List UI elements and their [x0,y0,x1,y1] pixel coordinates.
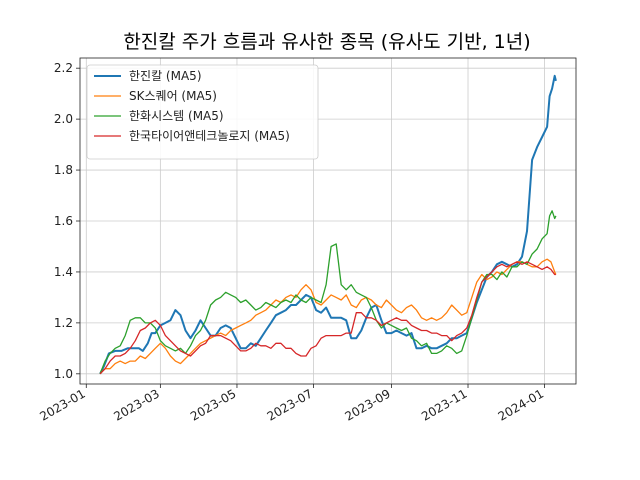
y-tick-label: 1.0 [54,367,73,381]
legend-label: 한진칼 (MA5) [129,69,202,83]
x-tick-label: 2023-09 [342,386,392,423]
y-tick-label: 2.2 [54,61,73,75]
y-tick-label: 1.8 [54,163,73,177]
legend-label: SK스퀘어 (MA5) [129,89,217,103]
x-tick-label: 2023-05 [188,386,238,423]
x-axis: 2023-01 2023-03 2023-05 2023-07 2023-09 2023-… [37,384,546,424]
legend-label: 한국타이어앤테크놀로지 (MA5) [129,129,290,143]
y-tick-label: 2.0 [54,112,73,126]
series-line-3 [99,210,557,375]
x-tick-label: 2024-01 [496,386,546,423]
legend-box [86,64,319,160]
y-axis: 1.0 1.2 1.4 1.6 1.8 2.0 2.2 [54,61,80,381]
x-tick-label: 2023-03 [111,386,161,423]
series-line-4 [99,261,556,375]
x-tick-label: 2023-01 [37,386,87,423]
y-tick-label: 1.6 [54,214,73,228]
y-tick-label: 1.2 [54,316,73,330]
x-tick-label: 2023-11 [419,386,469,423]
x-tick-label: 2023-07 [265,386,315,423]
legend: 한진칼 (MA5) SK스퀘어 (MA5) 한화시스템 (MA5) 한국타이어앤테크놀… [86,64,319,160]
series-layer [99,74,557,375]
legend-label: 한화시스템 (MA5) [129,109,224,123]
chart-title: 한진칼 주가 흐름과 유사한 종목 (유사도 기반, 1년) [123,31,530,53]
y-tick-label: 1.4 [54,265,73,279]
